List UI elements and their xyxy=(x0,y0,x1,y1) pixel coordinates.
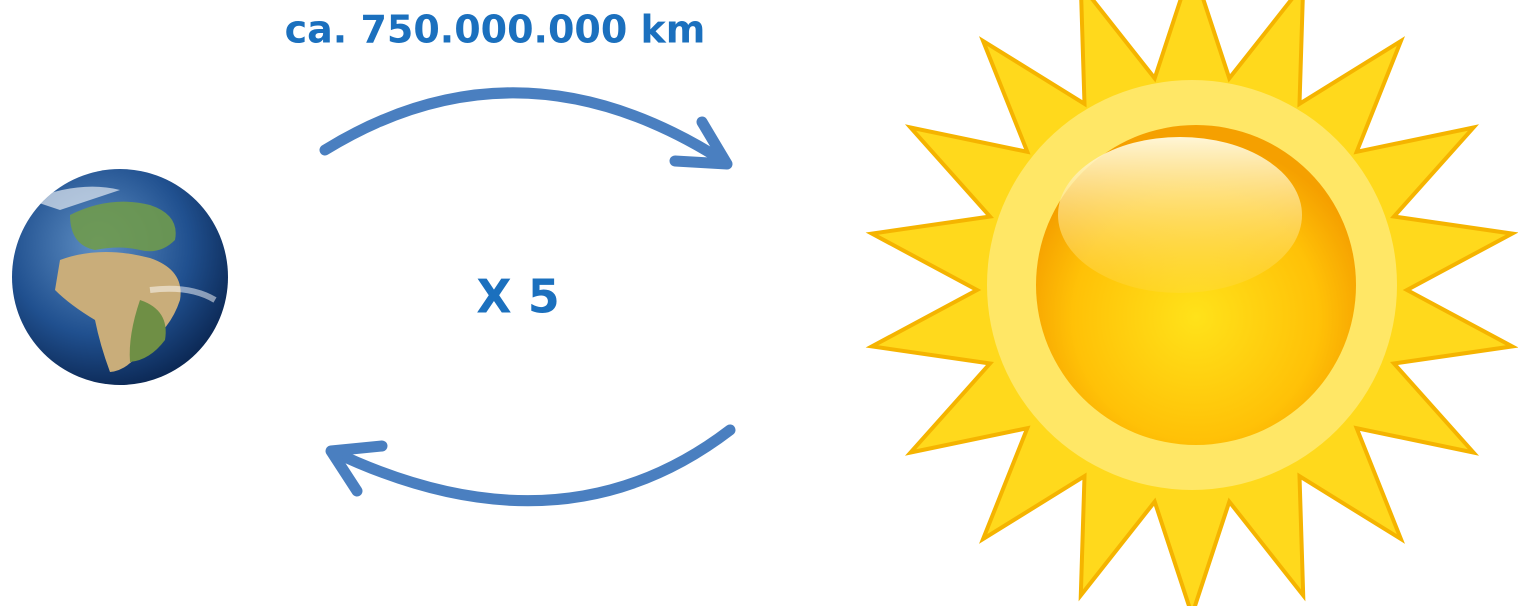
arrow-to-earth xyxy=(331,430,730,501)
earth xyxy=(12,169,228,385)
sun xyxy=(872,0,1512,606)
distance-label: ca. 750.000.000 km xyxy=(285,8,706,52)
arrow-to-sun xyxy=(325,93,727,164)
diagram: ca. 750.000.000 km X 5 xyxy=(0,0,1518,606)
page: ca. 750.000.000 km X 5 (() => { const da… xyxy=(0,0,1518,606)
multiplier-label: X 5 xyxy=(476,270,560,324)
